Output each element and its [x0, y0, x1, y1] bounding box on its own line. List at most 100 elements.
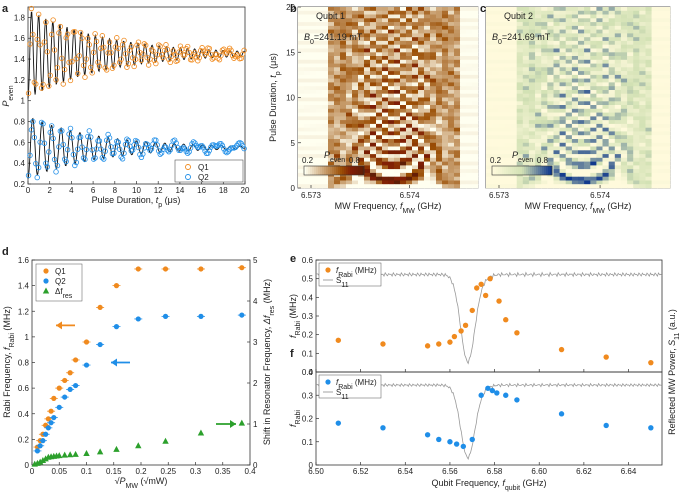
- heat-cell: [547, 33, 554, 38]
- heat-cell: [541, 101, 548, 106]
- heat-cell: [454, 112, 461, 117]
- heat-cell: [376, 40, 383, 45]
- heat-cell: [565, 59, 573, 64]
- data-point-q1: [59, 55, 65, 62]
- heat-cell: [645, 101, 652, 106]
- data-point-q1: [196, 55, 202, 61]
- data-point-q1: [76, 53, 82, 59]
- heat-cell: [657, 139, 665, 144]
- heat-cell: [663, 161, 671, 166]
- heat-cell: [466, 10, 473, 15]
- heat-cell: [460, 180, 467, 185]
- heat-cell: [486, 127, 493, 132]
- heat-cell: [382, 108, 389, 113]
- heat-cell: [406, 112, 413, 117]
- heat-cell: [633, 123, 640, 128]
- heat-cell: [388, 52, 395, 57]
- arrow-q1-head: [56, 321, 62, 330]
- heat-cell: [553, 154, 560, 159]
- x-tick-label: 0.15: [106, 467, 122, 476]
- heat-cell: [460, 63, 467, 68]
- heat-cell: [633, 176, 640, 181]
- heat-cell: [486, 120, 493, 125]
- heat-cell: [516, 71, 524, 76]
- data-point-q2: [30, 118, 36, 125]
- heat-cell: [614, 180, 622, 185]
- heat-cell: [340, 44, 347, 49]
- heat-cell: [376, 33, 383, 38]
- heat-cell: [657, 184, 665, 189]
- heat-cell: [596, 22, 603, 27]
- heat-cell: [454, 108, 461, 113]
- heat-cell: [596, 146, 603, 151]
- heat-cell: [571, 146, 579, 151]
- heat-cell: [639, 169, 646, 174]
- heat-cell: [298, 25, 305, 30]
- heat-cell: [394, 146, 401, 151]
- heat-cell: [346, 74, 353, 79]
- heat-cell: [382, 150, 389, 155]
- heat-cell: [578, 108, 585, 113]
- heat-cell: [522, 108, 530, 113]
- heat-cell: [436, 120, 443, 125]
- heat-cell: [466, 97, 473, 102]
- heat-cell: [620, 7, 628, 12]
- heat-cell: [627, 127, 634, 132]
- heat-cell: [553, 37, 560, 42]
- heat-cell: [571, 52, 579, 57]
- heat-cell: [340, 78, 347, 83]
- y-tick-label: 0.2: [18, 435, 30, 444]
- heat-cell: [571, 165, 579, 170]
- data-point-dres: [72, 450, 79, 457]
- heat-cell: [528, 14, 536, 19]
- heat-cell: [541, 40, 548, 45]
- heat-cell: [466, 29, 473, 34]
- heat-cell: [498, 161, 505, 166]
- heat-cell: [322, 86, 329, 91]
- heat-cell: [578, 116, 585, 121]
- heat-cell: [448, 97, 455, 102]
- heat-cell: [424, 71, 431, 76]
- heat-cell: [571, 112, 579, 117]
- data-point-dres: [197, 429, 205, 436]
- heat-cell: [406, 101, 413, 106]
- heat-cell: [448, 154, 455, 159]
- heat-cell: [352, 59, 359, 64]
- heat-cell: [382, 97, 389, 102]
- heat-cell: [340, 22, 347, 27]
- heat-cell: [460, 25, 467, 30]
- heat-cell: [334, 154, 341, 159]
- heat-cell: [614, 71, 622, 76]
- data-point-q2: [28, 127, 35, 133]
- heat-cell: [346, 71, 353, 76]
- heat-cell: [310, 59, 317, 64]
- heat-cell: [298, 157, 305, 162]
- heat-cell: [645, 123, 652, 128]
- heat-cell: [346, 7, 353, 12]
- panel-f-y-axis-label: fRabi: [288, 410, 302, 427]
- heat-cell: [364, 108, 371, 113]
- heat-cell: [522, 82, 530, 87]
- heat-cell: [316, 82, 323, 87]
- heat-cell: [639, 44, 646, 49]
- heat-cell: [504, 150, 511, 155]
- heat-cell: [657, 63, 665, 68]
- heat-cell: [310, 86, 317, 91]
- heat-cell: [584, 78, 591, 83]
- data-point-rabi: [335, 420, 342, 426]
- heat-cell: [424, 165, 431, 170]
- heat-cell: [382, 161, 389, 166]
- y-tick-label: 0.4: [302, 368, 314, 377]
- heat-cell: [406, 37, 413, 42]
- heat-cell: [553, 48, 560, 53]
- colorbar-cell: [312, 166, 315, 175]
- heat-cell: [388, 37, 395, 42]
- heat-cell: [424, 86, 431, 91]
- heat-cell: [316, 59, 323, 64]
- data-point-rabi: [489, 387, 496, 394]
- colorbar-cell: [536, 166, 539, 175]
- heat-cell: [657, 25, 665, 30]
- heat-cell: [322, 180, 329, 185]
- heat-cell: [406, 150, 413, 155]
- heat-cell: [504, 161, 511, 166]
